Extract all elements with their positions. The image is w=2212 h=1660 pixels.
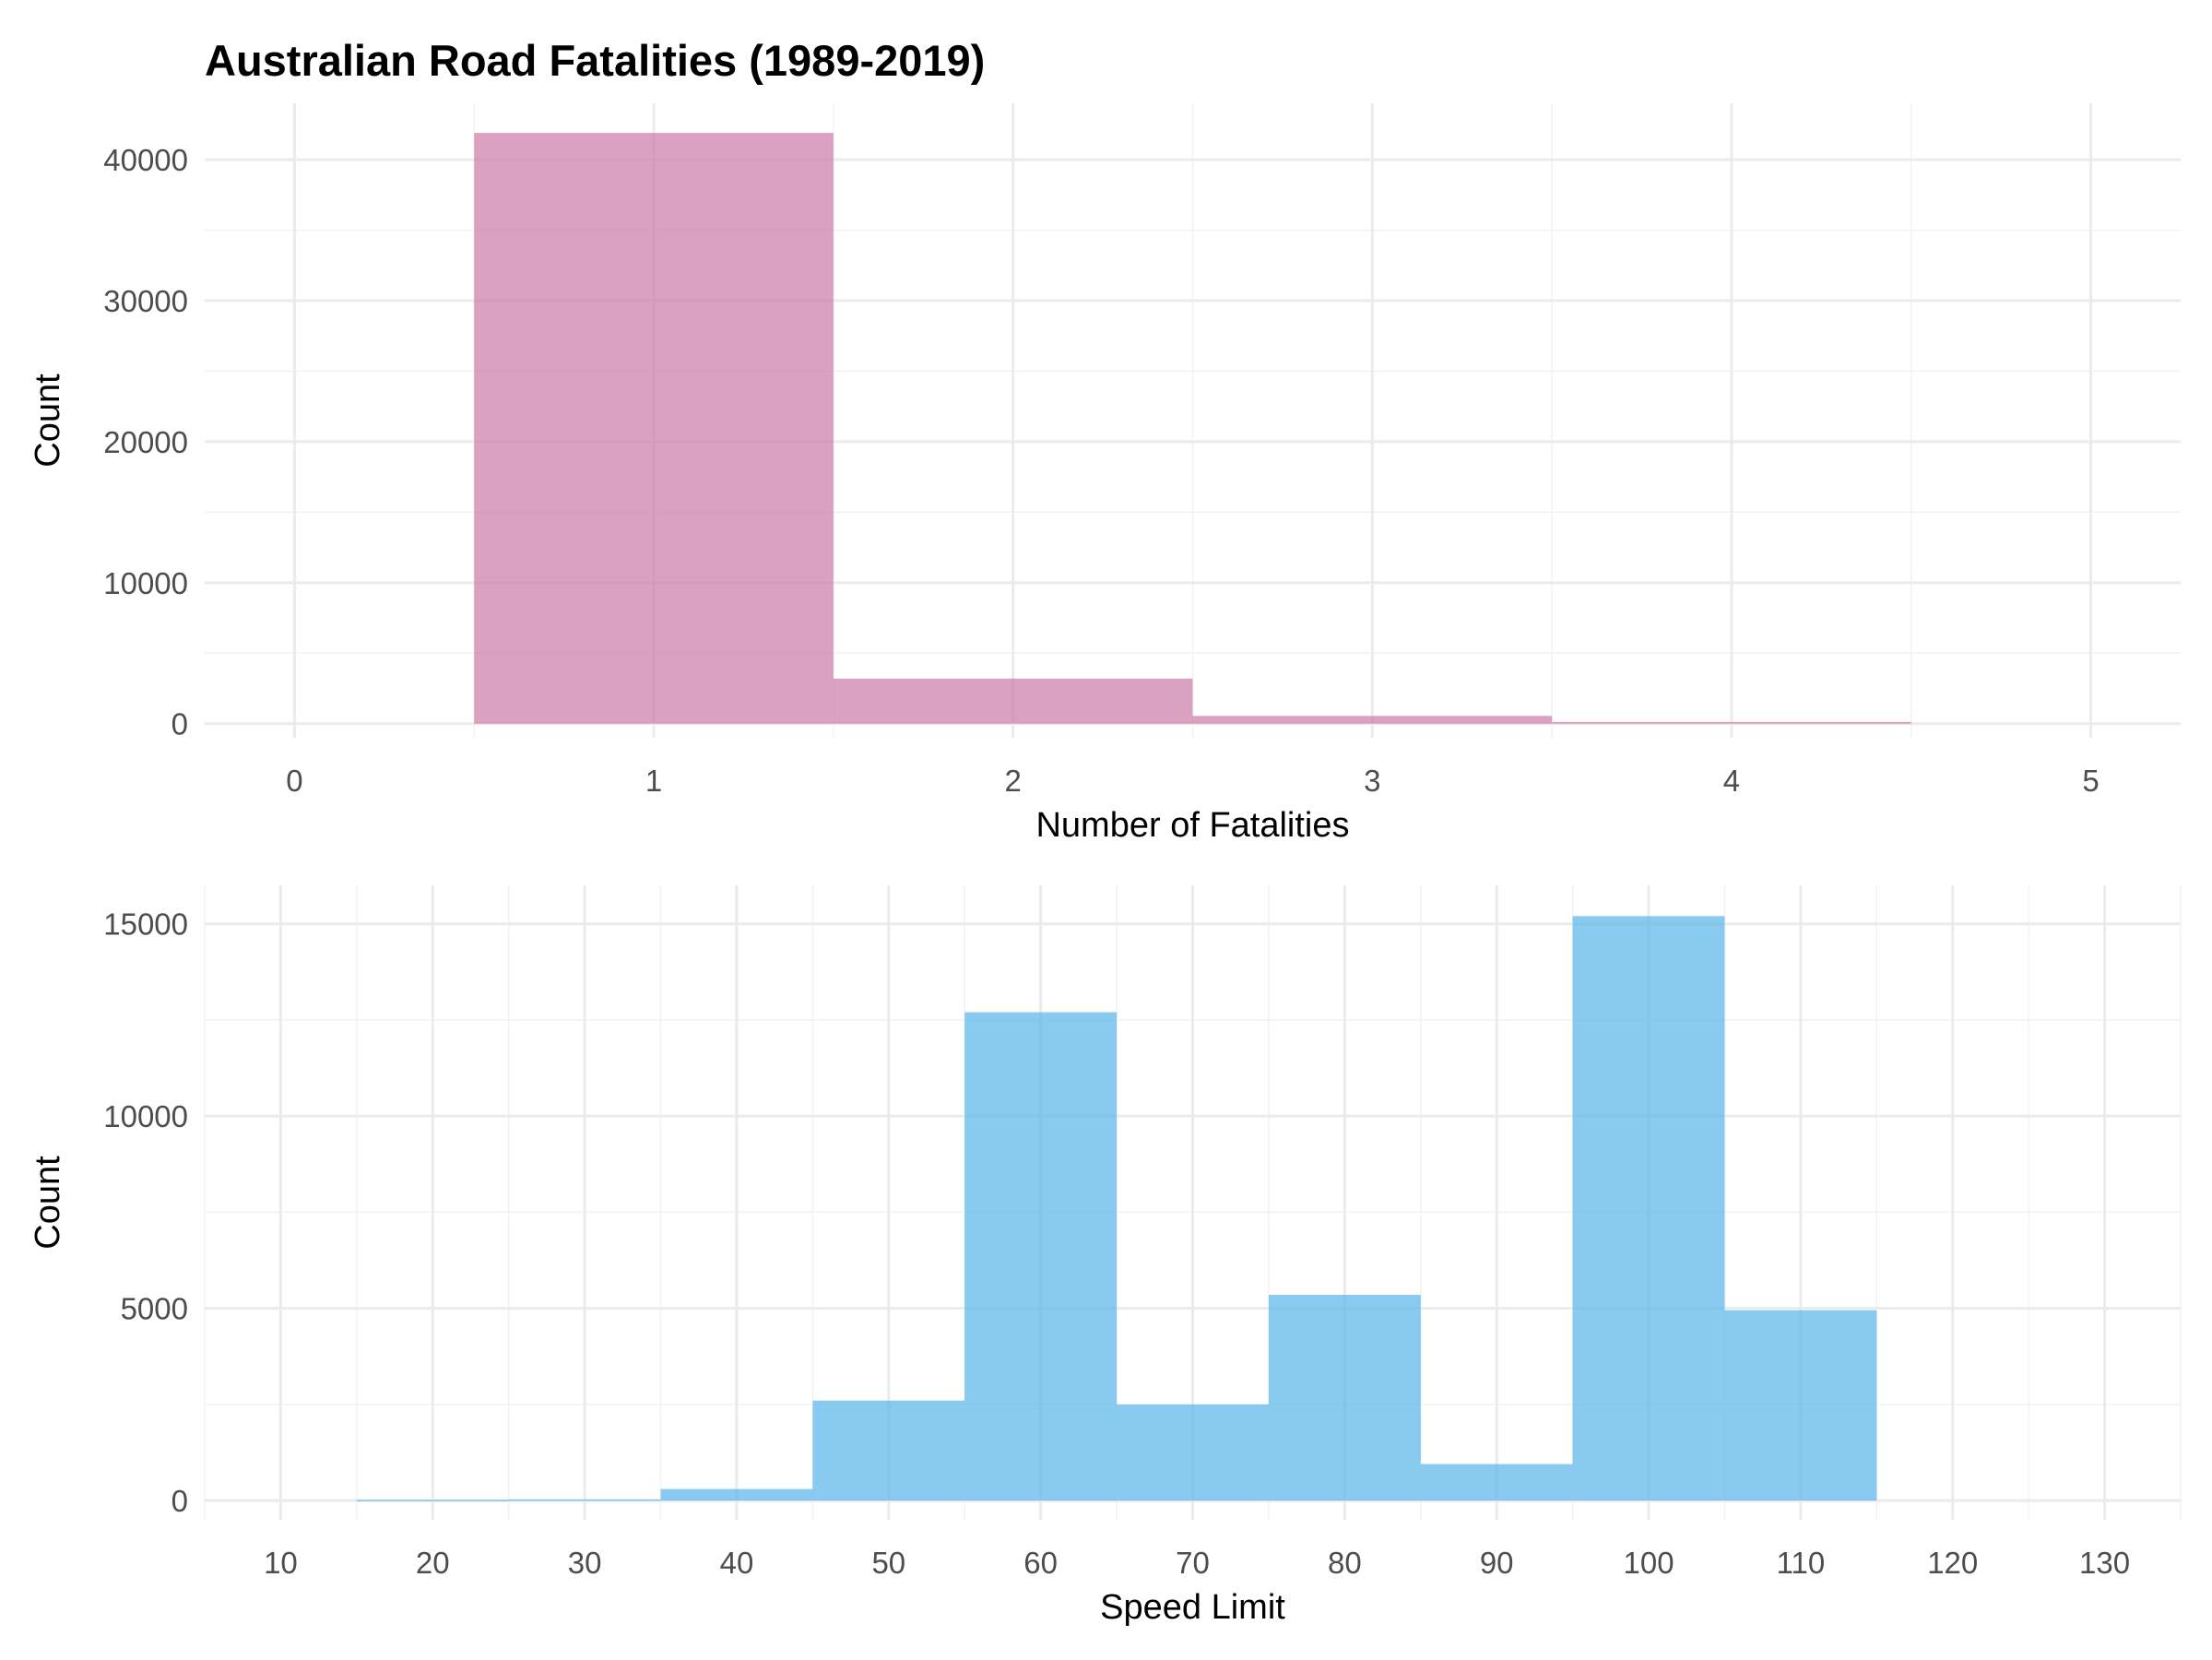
y-tick-label: 40000: [103, 143, 188, 177]
y-tick-label: 15000: [103, 907, 188, 942]
y-tick-label: 10000: [103, 1099, 188, 1133]
x-tick-label: 90: [1480, 1546, 1514, 1580]
x-tick-label: 130: [2079, 1546, 2130, 1580]
y-tick-label: 0: [172, 1484, 188, 1518]
x-tick-label: 50: [871, 1546, 905, 1580]
y-tick-label: 10000: [103, 566, 188, 600]
x-tick-label: 40: [720, 1546, 754, 1580]
speed-limit-histogram-panel: 0 5000 10000 15000 10 20 30 40 50 60 70 80 90 100 110 1…: [29, 885, 2182, 1627]
x-tick-label: 1: [645, 764, 662, 798]
x-axis-title: Speed Limit: [1100, 1588, 1285, 1627]
fatalities-histogram-panel: 0 10000 20000 30000 40000 0 1 2 3 4 5 Number of Fat…: [29, 103, 2181, 845]
y-tick-label: 20000: [103, 425, 188, 459]
speed-limit-histogram-bar: [1420, 1464, 1573, 1501]
speed-limit-histogram-bar: [1117, 1404, 1269, 1501]
x-tick-label: 80: [1328, 1546, 1362, 1580]
x-tick-label: 2: [1005, 764, 1022, 798]
x-tick-label: 20: [416, 1546, 450, 1580]
speed-limit-histogram-bar: [812, 1400, 965, 1501]
y-tick-label: 0: [172, 707, 188, 741]
x-tick-label: 5: [2082, 764, 2099, 798]
x-tick-label: 10: [264, 1546, 298, 1580]
x-tick-label: 60: [1023, 1546, 1058, 1580]
speed-limit-histogram-bar: [964, 1012, 1118, 1501]
fatalities-histogram-bar: [474, 133, 834, 724]
x-axis-title: Number of Fatalities: [1035, 806, 1349, 845]
x-tick-label: 100: [1624, 1546, 1674, 1580]
y-tick-label: 30000: [103, 284, 188, 318]
x-tick-label: 4: [1723, 764, 1740, 798]
x-tick-label: 3: [1364, 764, 1380, 798]
x-tick-label: 30: [568, 1546, 602, 1580]
figure-title: Australian Road Fatalities (1989-2019): [205, 36, 985, 85]
speed-limit-histogram-bar: [356, 1500, 509, 1501]
x-tick-label: 110: [1777, 1546, 1826, 1580]
x-tick-label: 0: [286, 764, 302, 798]
y-axis-title: Count: [29, 1156, 67, 1250]
speed-limit-histogram-bar: [1572, 916, 1725, 1501]
x-tick-label: 70: [1176, 1546, 1210, 1580]
y-tick-label: 5000: [121, 1292, 188, 1326]
speed-limit-histogram-bar: [660, 1488, 813, 1501]
speed-limit-histogram-bar: [1268, 1295, 1421, 1501]
speed-limit-histogram-bar: [508, 1499, 661, 1501]
y-axis-title: Count: [29, 374, 67, 468]
fatalities-histogram-bar: [1192, 716, 1553, 724]
x-tick-label: 120: [1927, 1546, 1978, 1580]
speed-limit-histogram-bar: [1724, 1310, 1877, 1501]
fatalities-histogram-bar: [833, 678, 1193, 724]
fatalities-histogram-bar: [1552, 721, 1911, 724]
